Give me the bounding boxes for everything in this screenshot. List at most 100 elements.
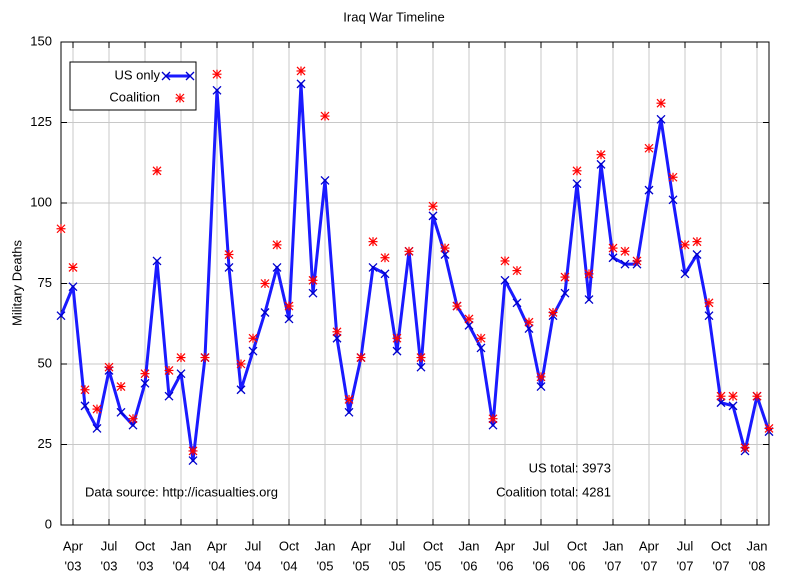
y-axis-label: Military Deaths: [9, 240, 24, 326]
x-tick-label: '04: [173, 558, 190, 573]
x-marker: [92, 423, 102, 433]
star-marker: [524, 317, 534, 327]
x-tick-label: Jul: [533, 538, 550, 553]
x-tick-label: '03: [101, 558, 118, 573]
x-tick-label: '05: [353, 558, 370, 573]
x-marker: [644, 185, 654, 195]
x-tick-label: '04: [209, 558, 226, 573]
star-marker: [332, 327, 342, 337]
marker-stroke: [92, 423, 102, 433]
star-marker: [404, 246, 414, 256]
x-marker: [656, 114, 666, 124]
x-tick-label: '03: [137, 558, 154, 573]
star-marker: [464, 314, 474, 324]
star-marker: [440, 243, 450, 253]
marker-stroke: [608, 253, 618, 263]
star-marker: [260, 279, 270, 288]
marker-stroke: [68, 282, 78, 292]
marker-stroke: [188, 456, 198, 466]
marker-stroke: [272, 262, 282, 272]
marker-stroke: [464, 320, 474, 330]
star-marker: [728, 391, 738, 401]
x-marker: [236, 385, 246, 395]
x-marker: [512, 298, 522, 308]
marker-stroke: [476, 343, 486, 353]
x-tick-label: Jul: [389, 538, 406, 553]
star-marker: [752, 391, 762, 401]
x-tick-label: '08: [749, 558, 766, 573]
star-marker: [152, 166, 162, 176]
marker-stroke: [524, 324, 534, 334]
x-marker: [524, 324, 534, 334]
x-marker: [596, 159, 606, 169]
marker-stroke: [596, 159, 606, 169]
x-marker: [440, 250, 450, 259]
marker-stroke: [656, 114, 666, 124]
x-marker: [272, 262, 282, 272]
star-marker: [416, 353, 426, 363]
x-tick-label: '06: [461, 558, 478, 573]
x-marker: [185, 71, 195, 81]
x-tick-label: Apr: [495, 538, 516, 553]
x-marker: [116, 407, 126, 417]
x-tick-label: Oct: [279, 538, 300, 553]
star-marker: [584, 269, 594, 279]
star-marker: [536, 372, 546, 382]
marker-stroke: [440, 250, 450, 259]
star-marker: [380, 253, 390, 263]
x-tick-label: '05: [389, 558, 406, 573]
star-marker: [704, 298, 714, 308]
legend-label: US only: [114, 67, 160, 82]
marker-stroke: [680, 269, 690, 279]
y-tick-label: 125: [30, 114, 52, 129]
x-marker: [320, 176, 330, 185]
x-marker: [692, 250, 702, 259]
marker-stroke: [164, 391, 174, 401]
star-marker: [272, 240, 282, 250]
x-tick-label: Jan: [171, 538, 192, 553]
star-marker: [644, 143, 654, 153]
star-marker: [200, 353, 210, 363]
x-tick-label: '03: [65, 558, 82, 573]
x-tick-label: '06: [533, 558, 550, 573]
x-marker: [296, 79, 306, 89]
marker-stroke: [161, 71, 171, 81]
x-marker: [212, 85, 222, 95]
y-tick-label: 100: [30, 194, 52, 209]
marker-stroke: [344, 407, 354, 417]
x-tick-label: '07: [677, 558, 694, 573]
star-marker: [320, 111, 330, 121]
x-marker: [500, 275, 510, 285]
star-marker: [116, 382, 126, 392]
x-marker: [140, 378, 150, 388]
marker-stroke: [128, 420, 138, 430]
x-tick-label: Jul: [245, 538, 262, 553]
x-marker: [176, 369, 186, 379]
star-marker: [80, 385, 90, 395]
x-tick-label: Apr: [207, 538, 228, 553]
x-tick-label: Jan: [315, 538, 336, 553]
star-marker: [572, 166, 582, 176]
star-marker: [68, 262, 78, 272]
marker-stroke: [236, 385, 246, 395]
x-tick-label: '05: [317, 558, 334, 573]
star-marker: [104, 362, 114, 372]
x-marker: [56, 311, 66, 321]
x-marker: [224, 262, 234, 272]
y-tick-label: 75: [38, 275, 52, 290]
star-marker: [620, 246, 630, 256]
x-marker: [380, 269, 390, 279]
marker-stroke: [380, 269, 390, 279]
marker-stroke: [368, 262, 378, 272]
star-marker: [452, 301, 462, 311]
marker-stroke: [56, 311, 66, 321]
x-marker: [248, 346, 258, 356]
star-marker: [596, 150, 606, 160]
star-marker: [356, 353, 366, 363]
x-tick-label: '07: [641, 558, 658, 573]
x-tick-label: Jan: [459, 538, 480, 553]
star-marker: [692, 237, 702, 247]
x-marker: [704, 311, 714, 321]
x-tick-label: Oct: [135, 538, 156, 553]
